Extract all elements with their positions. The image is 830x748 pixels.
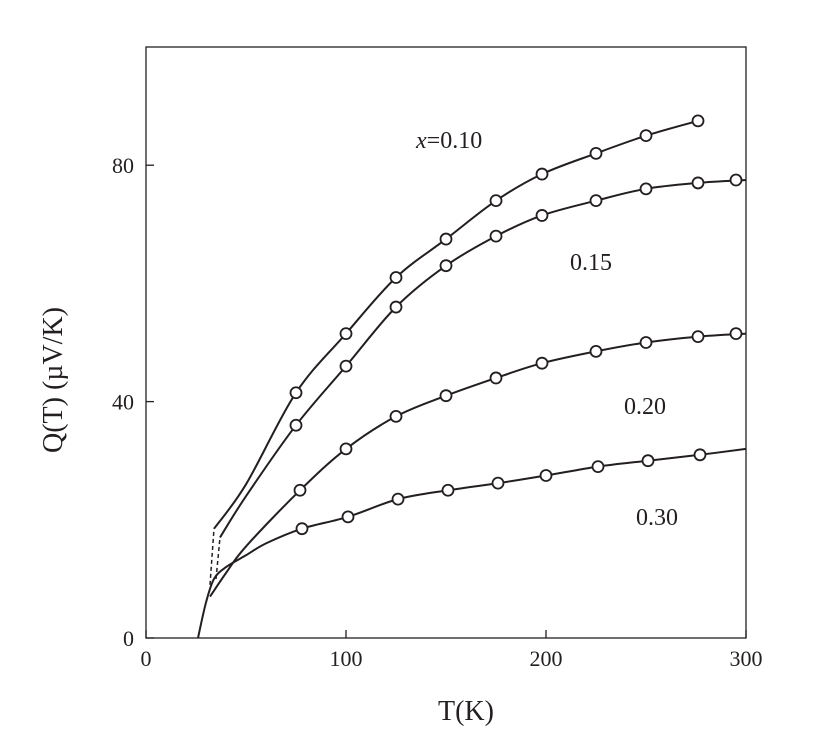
data-point-0.15-2 — [389, 300, 403, 314]
data-point-0.15-1 — [339, 359, 353, 373]
data-point-x-0.10-7 — [639, 129, 653, 143]
data-point-0.15-7 — [639, 182, 653, 196]
series-markers — [289, 114, 743, 536]
data-point-x-0.10-6 — [589, 146, 603, 160]
y-tick-label-80: 80 — [112, 153, 134, 178]
series-label-0.20: 0.20 — [624, 394, 666, 420]
data-point-0.15-9 — [729, 173, 743, 187]
series-dashed-extension-x-0.10 — [209, 528, 215, 585]
data-point-x-0.10-0 — [289, 386, 303, 400]
x-tick-label-300: 300 — [730, 646, 763, 671]
x-tick-label-100: 100 — [330, 646, 363, 671]
x-axis-label: T(K) — [438, 696, 494, 727]
x-tick-label-200: 200 — [530, 646, 563, 671]
data-point-0.20-7 — [639, 336, 653, 349]
series-line-x-0.10 — [213, 119, 699, 530]
data-point-0.15-6 — [589, 194, 603, 208]
data-point-0.30-0 — [295, 522, 309, 536]
series-label-value-0.10: =0.10 — [427, 128, 483, 154]
data-point-0.20-8 — [691, 330, 705, 343]
data-point-0.30-3 — [441, 483, 455, 497]
data-point-0.15-4 — [489, 229, 503, 243]
data-point-x-0.10-2 — [389, 271, 403, 284]
data-point-0.20-6 — [589, 344, 603, 358]
data-point-0.20-1 — [339, 442, 353, 456]
plot-frame — [145, 46, 747, 639]
y-tick-label-0: 0 — [123, 626, 134, 651]
y-tick-label-40: 40 — [112, 390, 134, 415]
data-point-0.30-6 — [591, 460, 605, 474]
data-point-0.20-4 — [489, 371, 503, 385]
data-point-0.30-8 — [693, 448, 707, 462]
data-point-0.20-0 — [293, 483, 307, 497]
series-label-x-0.10: x=0.10 — [415, 128, 482, 154]
y-axis-label: Q(T) (µV/K) — [38, 307, 69, 453]
data-point-0.30-5 — [539, 469, 553, 482]
data-point-x-0.10-8 — [691, 114, 705, 128]
series-label-0.15: 0.15 — [570, 250, 612, 276]
series-line-0.15 — [219, 179, 747, 539]
series-curves — [197, 119, 747, 639]
series-line-0.20 — [209, 332, 747, 598]
data-point-0.30-1 — [341, 510, 355, 524]
data-point-x-0.10-1 — [339, 327, 353, 341]
series-label-0.30: 0.30 — [636, 505, 678, 531]
data-point-0.15-3 — [439, 259, 453, 273]
data-point-0.30-2 — [391, 492, 405, 506]
data-point-0.15-5 — [535, 209, 549, 222]
data-point-0.15-8 — [691, 176, 705, 190]
data-point-x-0.10-5 — [535, 167, 549, 181]
data-point-0.20-9 — [729, 327, 743, 341]
x-tick-label-0: 0 — [141, 646, 152, 671]
data-point-x-0.10-4 — [489, 194, 503, 208]
data-point-0.30-7 — [641, 454, 655, 468]
data-point-0.20-3 — [439, 389, 453, 403]
data-point-0.20-5 — [535, 356, 549, 370]
data-point-0.15-0 — [289, 418, 303, 432]
series-label-variable: x — [415, 128, 427, 154]
series-line-0.30 — [197, 447, 747, 639]
data-point-0.20-2 — [389, 409, 403, 423]
data-point-x-0.10-3 — [439, 232, 453, 246]
axis-ticks — [145, 164, 747, 639]
data-point-0.30-4 — [491, 476, 505, 490]
